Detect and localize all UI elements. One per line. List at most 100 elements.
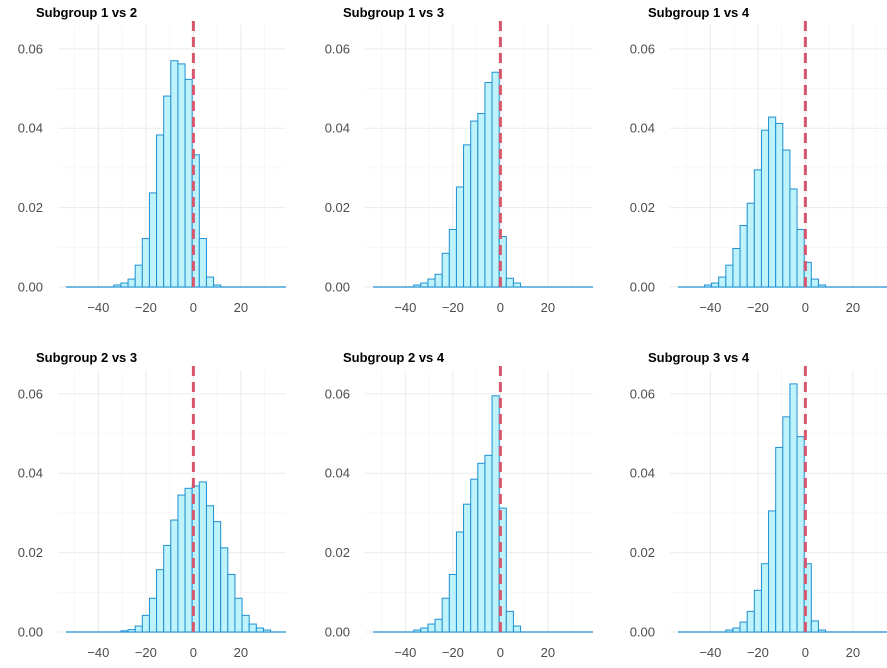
x-tick-label: −20 (442, 300, 464, 315)
panel-2: Subgroup 1 vs 3 0.00 0.02 0.04 0.06 −40 −20 0 20 (325, 5, 593, 315)
histogram-bar (768, 510, 777, 633)
y-tick-label: 0.04 (18, 466, 43, 481)
x-tick-label: 0 (802, 645, 809, 660)
histogram-bar (213, 284, 222, 288)
histogram-bar (455, 531, 465, 633)
panel-title: Subgroup 1 vs 4 (648, 5, 750, 20)
panel-title: Subgroup 1 vs 3 (343, 5, 444, 20)
histogram-bar (434, 618, 443, 633)
histogram-bar (241, 614, 250, 633)
histogram-bar (512, 625, 522, 633)
histogram-bar (491, 71, 500, 288)
y-tick-label: 0.02 (630, 200, 655, 215)
histogram-bar (163, 95, 172, 288)
histogram-bar (796, 228, 805, 288)
histogram-bars (725, 383, 827, 633)
histogram-bar (184, 487, 193, 633)
histogram-bar (703, 284, 713, 288)
histogram-bar (760, 129, 770, 288)
histogram-bar (711, 282, 720, 288)
histogram-bar (127, 278, 136, 288)
x-tick-label: 20 (541, 300, 555, 315)
y-tick-label: 0.00 (325, 280, 350, 295)
histogram-bar (441, 252, 450, 288)
histogram-bar (141, 238, 150, 288)
histogram-bar (434, 273, 443, 288)
y-tick-label: 0.00 (630, 625, 655, 640)
histogram-bar (817, 284, 827, 288)
panel-5: Subgroup 2 vs 4 0.00 0.02 0.04 0.06 −40 −20 0 20 (325, 350, 593, 660)
panel-title: Subgroup 2 vs 4 (343, 350, 445, 365)
histogram-bar (413, 284, 422, 288)
histogram-bar (170, 519, 179, 633)
histogram-bar (163, 544, 172, 633)
histogram-bar (120, 282, 129, 288)
histogram-bar (484, 454, 493, 633)
histogram-bars (413, 395, 522, 633)
y-tick-label: 0.02 (325, 200, 350, 215)
histogram-bars (113, 60, 222, 288)
y-tick-label: 0.04 (325, 121, 350, 136)
histogram-bar (789, 188, 798, 288)
x-tick-label: −20 (135, 645, 157, 660)
y-tick-label: 0.06 (325, 41, 350, 56)
histogram-bar (141, 614, 150, 633)
histogram-bar (156, 569, 165, 633)
y-tick-label: 0.00 (18, 280, 43, 295)
histogram-bar (725, 264, 734, 288)
histogram-bars (120, 481, 272, 633)
histogram-bar (413, 629, 422, 633)
x-tick-label: −40 (87, 300, 109, 315)
x-tick-label: 0 (497, 645, 504, 660)
histogram-bar (205, 276, 215, 288)
histogram-bar (255, 627, 264, 633)
histogram-bar (725, 629, 734, 633)
x-tick-label: 20 (846, 300, 860, 315)
panel-title: Subgroup 3 vs 4 (648, 350, 750, 365)
histogram-bar (156, 134, 165, 288)
y-tick-label: 0.02 (18, 545, 43, 560)
panel-3: Subgroup 1 vs 4 0.00 0.02 0.04 0.06 −40 −20 0 20 (630, 5, 887, 315)
x-tick-label: −40 (87, 645, 109, 660)
histogram-bar (796, 436, 805, 633)
x-tick-label: 0 (190, 300, 197, 315)
histogram-bar (746, 202, 755, 288)
histogram-bar (441, 597, 450, 633)
x-tick-label: −20 (747, 645, 769, 660)
histogram-bar (477, 113, 486, 288)
histogram-bar (746, 610, 755, 633)
y-tick-label: 0.04 (630, 121, 655, 136)
y-tick-label: 0.04 (325, 466, 350, 481)
panel-4: Subgroup 2 vs 3 0.00 0.02 0.04 0.06 −40 −20 0 20 (18, 350, 286, 660)
histogram-bars (703, 116, 827, 288)
histogram-bar (148, 192, 158, 288)
histogram-bar (177, 494, 186, 633)
y-tick-label: 0.06 (18, 386, 43, 401)
x-tick-label: 0 (190, 645, 197, 660)
histogram-bar (420, 282, 429, 288)
histogram-bar (448, 228, 457, 288)
histogram-bar (177, 63, 186, 288)
histogram-bar (220, 547, 229, 633)
histogram-bar (782, 149, 791, 288)
y-tick-label: 0.04 (18, 121, 43, 136)
histogram-bar (427, 623, 436, 633)
x-tick-label: −40 (394, 645, 416, 660)
histogram-bar (134, 625, 143, 633)
histogram-bar (732, 627, 741, 633)
histogram-bar (732, 247, 741, 288)
histogram-bar (170, 60, 179, 288)
histogram-bar (463, 144, 472, 288)
histogram-bar (198, 238, 207, 288)
histogram-bar (234, 597, 243, 633)
histogram-bars (413, 71, 522, 288)
histogram-bar (505, 277, 514, 288)
histogram-bar (127, 629, 136, 633)
y-tick-label: 0.00 (325, 625, 350, 640)
histogram-bar (448, 573, 457, 633)
histogram-bar (227, 573, 236, 633)
x-tick-label: 20 (846, 645, 860, 660)
histogram-bar (718, 276, 727, 288)
x-tick-label: −20 (747, 300, 769, 315)
